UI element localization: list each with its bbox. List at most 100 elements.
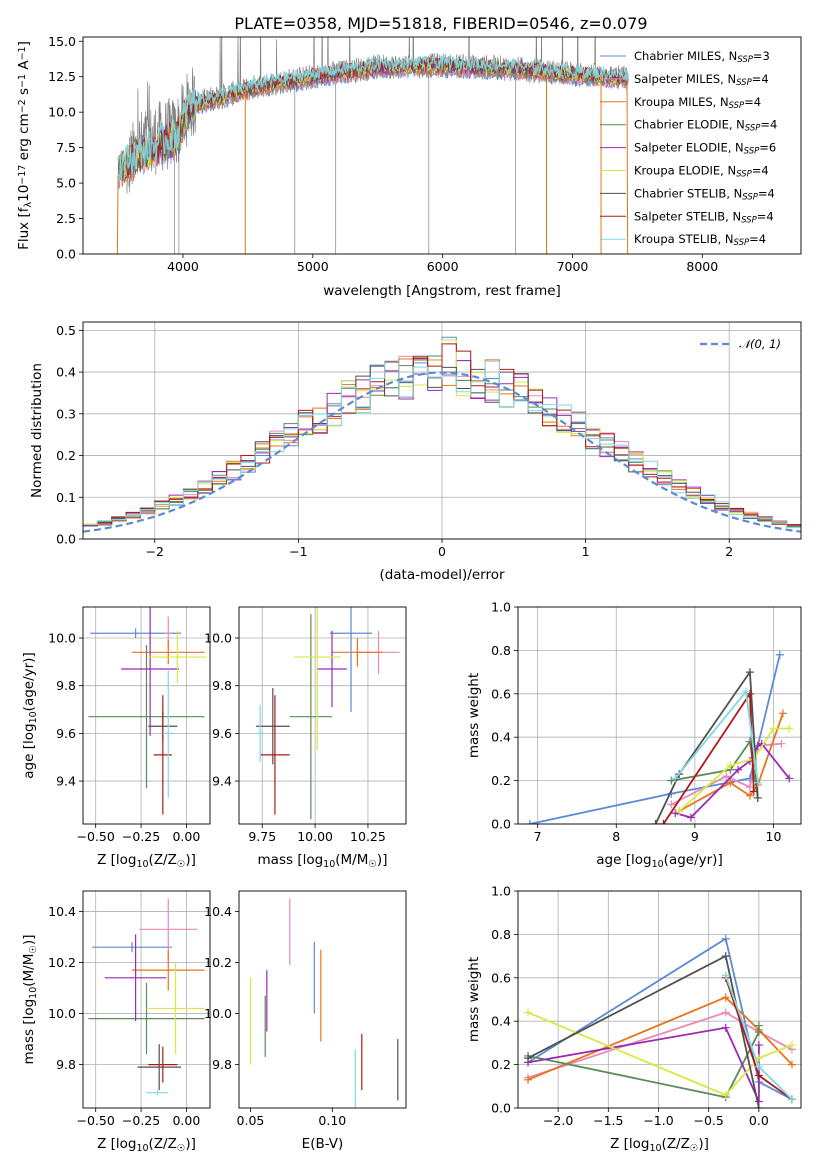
y-tick-label: 0.2 [491, 1057, 511, 1072]
y-tick-label: 0.8 [491, 927, 511, 942]
axes-frame [517, 606, 802, 825]
x-axis-label-part: (Z/Z [149, 1136, 177, 1152]
y-tick-label: 0.4 [491, 1014, 511, 1029]
weight-marker [753, 793, 762, 802]
x-axis-label-part: Z [log [610, 1136, 649, 1152]
plot-area [116, 37, 629, 254]
x-axis-label: E(B-V) [302, 1136, 344, 1152]
x-tick-label: 10.00 [297, 829, 333, 844]
weight-marker [754, 1062, 763, 1071]
legend-subscript: SSP [736, 170, 752, 180]
weight-marker [686, 813, 695, 822]
y-tick-label: 9.4 [56, 774, 76, 789]
weight-marker [721, 971, 730, 980]
x-tick-label: 10 [766, 829, 782, 844]
legend-subscript: SSP [729, 101, 745, 111]
observed-spectrum-line [125, 37, 628, 254]
x-tick-label: 10.25 [350, 829, 386, 844]
x-axis-label: age [log10(age/yr)] [596, 852, 722, 870]
figure-title: PLATE=0358, MJD=51818, FIBERID=0546, z=0… [234, 14, 647, 33]
legend-series-name: Kroupa MILES, N [634, 95, 729, 109]
x-tick-label: −2.0 [543, 1113, 573, 1128]
x-tick-label: 7 [534, 829, 542, 844]
axes-frame [238, 606, 407, 825]
x-axis-label-part: )] [185, 1136, 196, 1152]
plot-area [525, 650, 794, 824]
residual-histogram [83, 360, 801, 531]
x-tick-label: 5000 [297, 259, 329, 274]
y-tick-label: 9.6 [212, 726, 232, 741]
x-axis-label-part: age [log [596, 852, 651, 868]
weight-marker [778, 709, 787, 718]
weight-marker [787, 1041, 796, 1050]
x-tick-label: 0.0 [749, 1113, 769, 1128]
weight-marker [787, 1060, 796, 1069]
weight-line [662, 690, 755, 824]
legend-subscript: SSP [741, 216, 757, 226]
legend-nssp: =4 [757, 209, 774, 223]
x-tick-label: 6000 [427, 259, 459, 274]
legend-subscript: SSP [734, 238, 750, 248]
model-edge-lines [116, 71, 629, 254]
x-tick-label: 9 [691, 829, 699, 844]
weight-marker [734, 765, 743, 774]
x-axis-label: (data-model)/error [379, 567, 505, 583]
x-axis-label-part: ☉ [368, 859, 377, 870]
weight-marker [525, 820, 534, 824]
y-axis-label-part: −17 [17, 165, 28, 185]
weight-marker [675, 806, 684, 815]
y-tick-label: 0.3 [56, 406, 76, 421]
x-axis-label-part: 10 [323, 859, 335, 870]
y-tick-label: 9.8 [212, 678, 232, 693]
y-axis-label-part: λ [23, 202, 34, 208]
weight-marker [721, 952, 730, 961]
residual-histogram [83, 355, 801, 531]
y-axis-label-part: ☉ [28, 945, 39, 954]
y-tick-label: 1.0 [491, 600, 511, 615]
legend-nssp: =4 [752, 72, 769, 86]
y-axis-label-part: )] [21, 935, 37, 946]
weight-marker [721, 1090, 730, 1099]
y-axis-label-part: (age/yr)] [21, 652, 37, 711]
weight-marker [787, 1095, 796, 1104]
y-tick-label: 10.0 [48, 105, 76, 120]
plot-area [255, 607, 400, 820]
weight-marker [745, 783, 754, 792]
y-tick-label: 9.6 [56, 726, 76, 741]
y-tick-label: 10.4 [204, 904, 232, 919]
y-axis-label-part: 10 [28, 987, 39, 999]
x-tick-label: 9.75 [248, 829, 276, 844]
y-tick-label: 9.8 [212, 1057, 232, 1072]
x-tick-label: −1.0 [643, 1113, 673, 1128]
normal-reference-curve [83, 371, 801, 533]
axes-frame [238, 890, 407, 1109]
y-tick-label: 0.4 [56, 365, 76, 380]
y-tick-label: 10.0 [204, 1006, 232, 1021]
x-tick-label: 8 [612, 829, 620, 844]
x-tick-label: 0.00 [172, 829, 200, 844]
legend-nssp: =4 [744, 95, 761, 109]
axes-frame [82, 321, 802, 540]
x-tick-label: 1 [582, 544, 590, 559]
residual-histogram [83, 357, 801, 530]
x-tick-label: 0.10 [318, 1113, 346, 1128]
y-tick-label: 10.4 [48, 904, 76, 919]
y-axis-label-part: ] [16, 41, 32, 46]
x-tick-label: 0.05 [237, 1113, 265, 1128]
y-axis-label-part: age [log [21, 723, 37, 778]
legend-series-name: Salpeter STELIB, N [634, 209, 741, 223]
weight-marker [754, 1041, 763, 1050]
weight-line [527, 996, 793, 1081]
plot-area [524, 934, 796, 1108]
x-axis-label-part: (Z/Z [662, 1136, 690, 1152]
legend-subscript: SSP [745, 124, 761, 134]
weight-marker [749, 787, 758, 796]
weight-marker [754, 1021, 763, 1030]
weight-marker [754, 1104, 763, 1108]
y-tick-label: 0.5 [56, 323, 76, 338]
y-tick-label: 0.6 [491, 970, 511, 985]
model-spectrum-line [117, 54, 629, 181]
y-axis-label-part: 10 [16, 185, 32, 202]
legend-label: Salpeter MILES, NSSP=4 [634, 72, 769, 88]
weight-marker [785, 724, 794, 733]
